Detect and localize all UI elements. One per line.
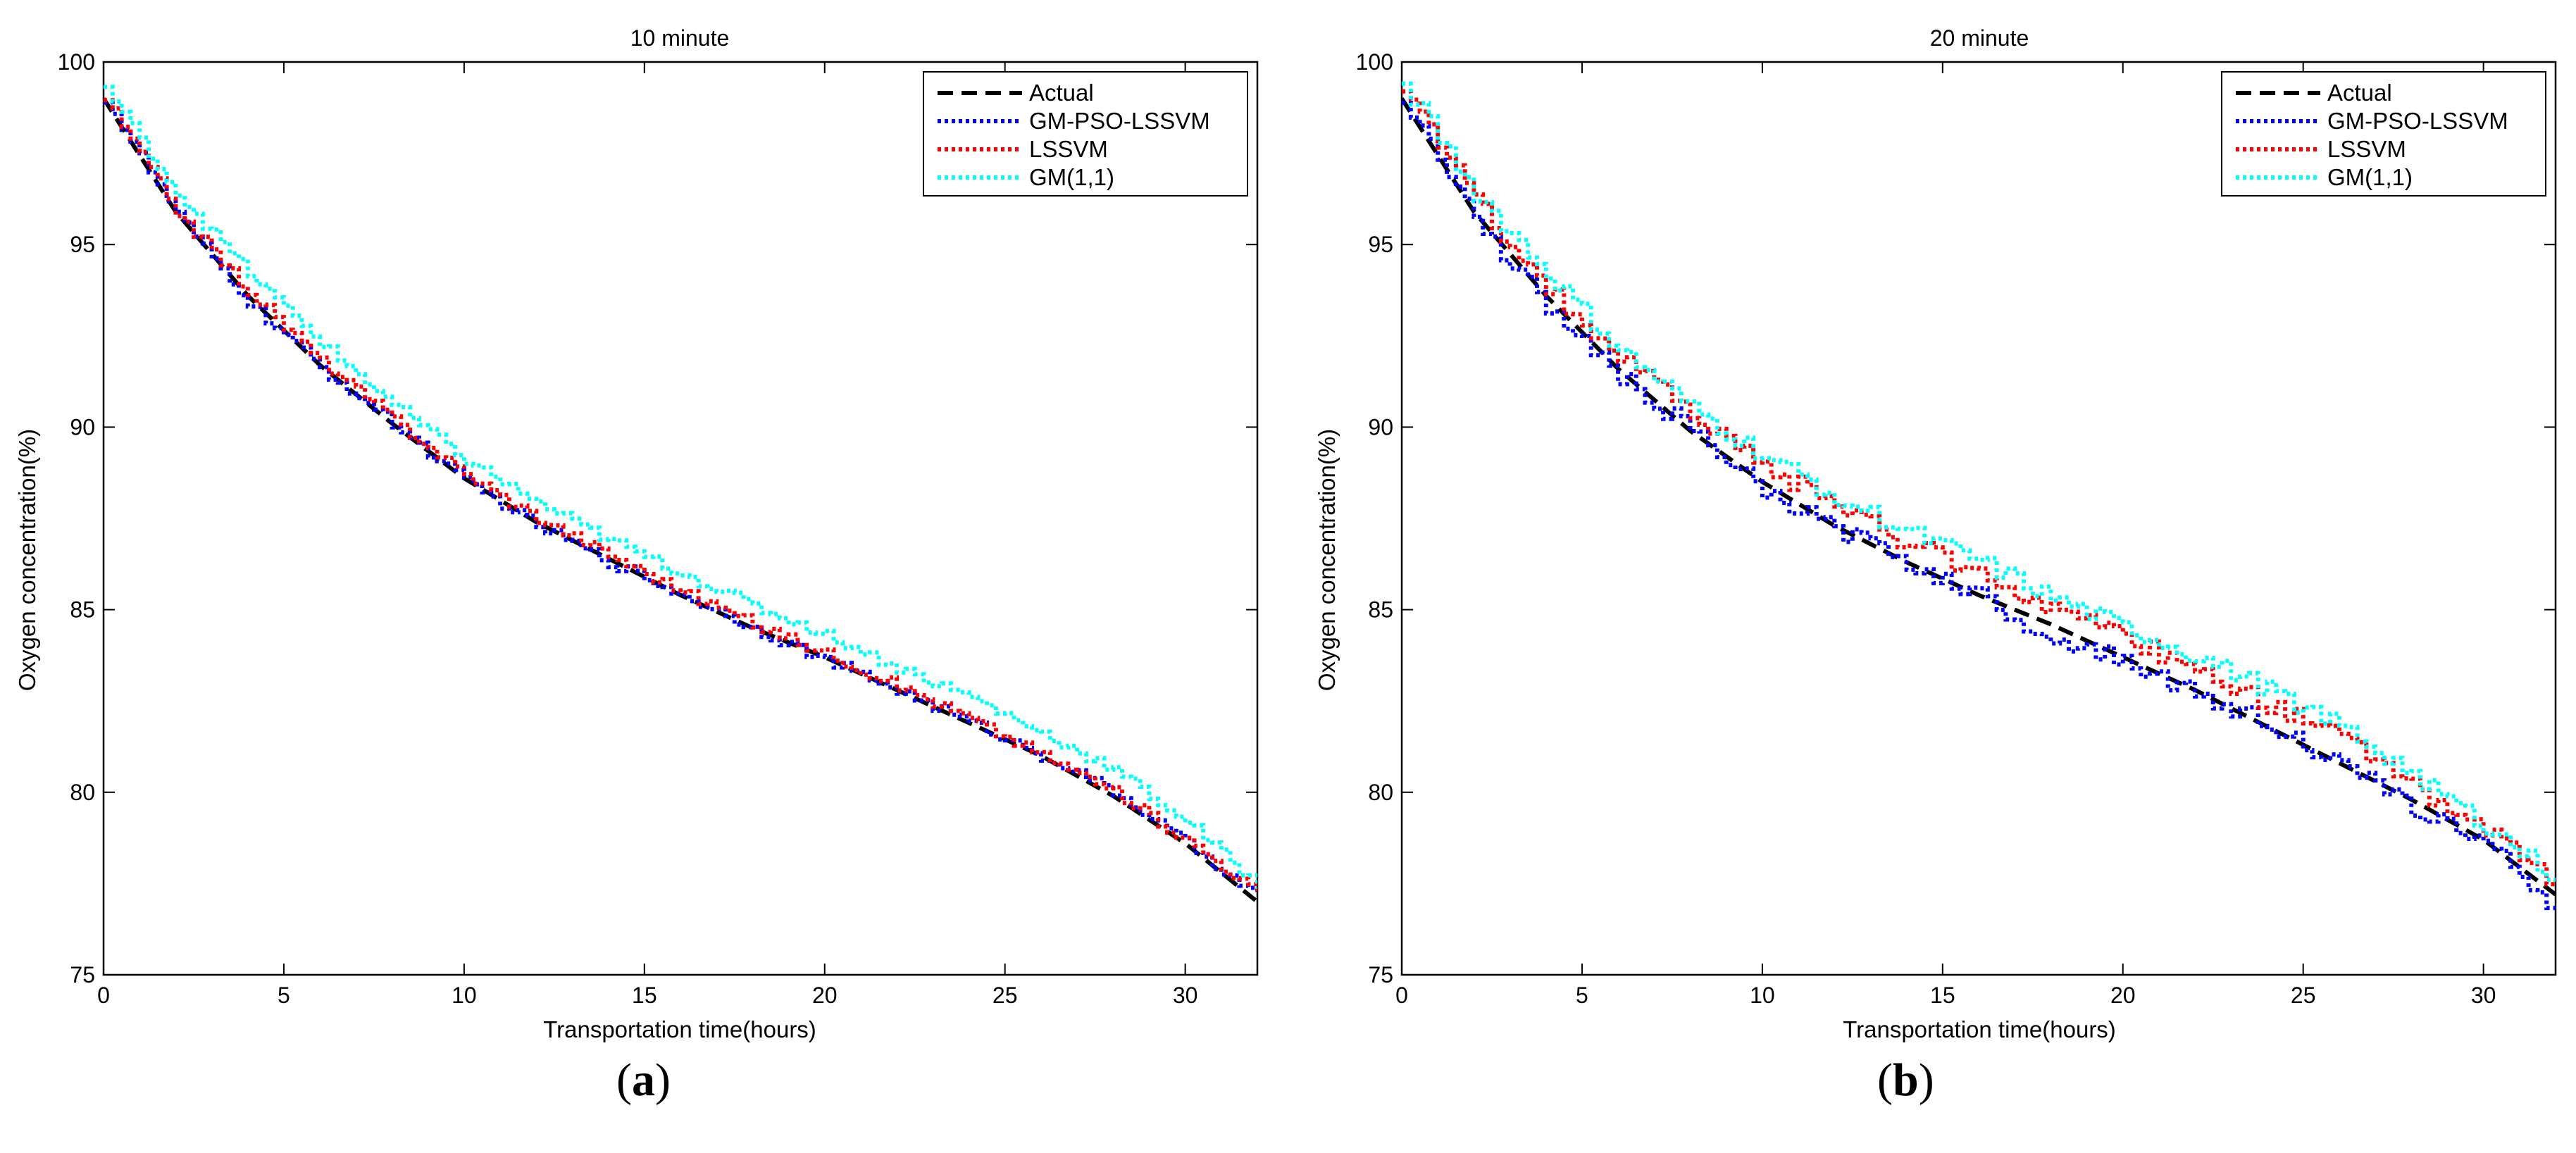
plot-area: 0 5 10 15 20 25 30 75 80 85 90 95 100 ActualGM-PSO-LS… [58,49,1259,1008]
chart-panel-b: 20 minute 0 5 10 15 20 25 30 75 80 85 90 95 100 Actua… [1314,25,2557,1106]
plot-area: 0 5 10 15 20 25 30 75 80 85 90 95 100 ActualGM-PSO-LS… [1356,49,2557,1008]
legend-label: GM(1,1) [1029,164,1114,190]
x-tick-label: 25 [2291,983,2316,1008]
x-tick-label: 5 [1576,983,1588,1008]
legend-label: LSSVM [2327,136,2406,162]
legend-label: LSSVM [1029,136,1108,162]
panel-label: (a) [616,1054,671,1106]
series-group [104,85,1257,904]
x-tick-label: 20 [2110,983,2136,1008]
series-line-gm-1-1 [104,85,1257,889]
series-line-actual [104,97,1257,904]
y-tick-label: 100 [58,49,95,75]
axes-frame [1400,61,2557,976]
y-tick-label: 75 [70,962,95,987]
x-tick-label: 20 [812,983,838,1008]
legend-label: Actual [2327,80,2392,106]
x-axis-label: Transportation time(hours) [1843,1016,2116,1042]
legend-box [2221,71,2546,197]
series-line-gm-pso-lssvm [104,100,1257,895]
legend-label: Actual [1029,80,1094,106]
x-tick-label: 15 [632,983,657,1008]
series-line-lssvm [1402,89,2556,887]
axes-frame [102,61,1259,976]
x-tick-label: 15 [1930,983,1955,1008]
panel-letter: a [632,1054,655,1106]
series-line-gm-1-1 [1402,81,2556,885]
x-axis-label: Transportation time(hours) [543,1016,816,1042]
y-tick-label: 90 [70,414,95,440]
series-line-actual [1402,97,2556,897]
y-tick-label: 80 [70,780,95,805]
x-tick-label: 10 [452,983,477,1008]
x-tick-label: 0 [97,983,110,1008]
x-tick-label: 25 [993,983,1018,1008]
chart-panel-a: 10 minute 0 5 10 15 20 25 30 75 80 85 90 95 100 Actua… [14,25,1259,1106]
y-tick-label: 80 [1368,780,1393,805]
y-tick-label: 85 [1368,597,1393,623]
y-axis-label: Oxygen concentration(%) [14,429,40,691]
legend-label: GM(1,1) [2327,164,2413,190]
x-tick-label: 10 [1750,983,1775,1008]
legend-label: GM-PSO-LSSVM [1029,108,1210,134]
y-tick-label: 75 [1368,962,1393,987]
x-tick-label: 0 [1395,983,1408,1008]
series-group [1402,81,2556,911]
y-tick-label: 90 [1368,414,1393,440]
y-tick-label: 95 [70,232,95,257]
series-line-lssvm [104,98,1257,894]
x-tick-label: 5 [278,983,290,1008]
chart-title: 10 minute [630,25,730,51]
panel-letter: b [1893,1054,1919,1106]
legend-label: GM-PSO-LSSVM [2327,108,2508,134]
chart-title: 20 minute [1930,25,2029,51]
y-tick-label: 95 [1368,232,1393,257]
series-line-gm-pso-lssvm [1402,100,2556,911]
legend-box [923,71,1248,197]
x-tick-label: 30 [2471,983,2496,1008]
y-tick-label: 100 [1356,49,1393,75]
x-tick-label: 30 [1173,983,1198,1008]
panel-label: (b) [1877,1054,1934,1106]
y-tick-label: 85 [70,597,95,623]
y-axis-label: Oxygen concentration(%) [1314,429,1340,691]
